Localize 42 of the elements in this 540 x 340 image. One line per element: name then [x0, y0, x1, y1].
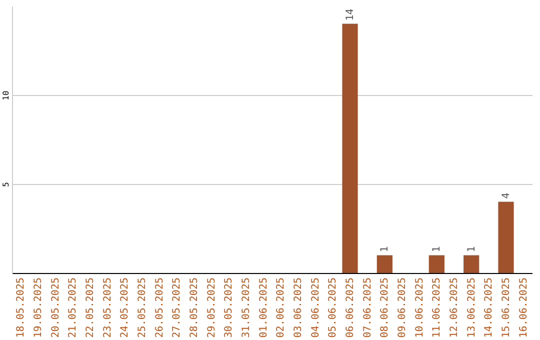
x-tick-label: 21.05.2025: [68, 278, 79, 338]
x-tick-label: 22.05.2025: [85, 278, 96, 338]
x-tick-label: 04.06.2025: [310, 278, 322, 338]
x-tick-label: 05.06.2025: [328, 278, 339, 338]
data-label: 4: [501, 192, 512, 199]
x-tick-label: 29.05.2025: [206, 278, 218, 338]
x-tick-label: 15.06.2025: [501, 278, 512, 338]
data-label: 1: [432, 246, 443, 252]
data-label: 14: [345, 8, 356, 21]
y-tick-label: 5: [2, 182, 10, 187]
x-tick-label: 31.05.2025: [241, 278, 252, 338]
data-label: 1: [466, 246, 478, 252]
x-tick-label: 18.05.2025: [16, 278, 27, 338]
bar: [498, 202, 514, 273]
x-tick-label: 01.06.2025: [258, 278, 270, 338]
x-tick-label: 02.06.2025: [276, 278, 287, 338]
x-tick-label: 27.05.2025: [172, 278, 183, 338]
x-tick-label: 20.05.2025: [50, 278, 62, 338]
x-tick-label: 11.06.2025: [432, 278, 443, 338]
x-tick-label: 28.05.2025: [189, 278, 200, 338]
bar: [428, 255, 444, 273]
bar: [464, 255, 480, 273]
x-tick-label: 16.06.2025: [518, 278, 530, 338]
x-tick-label: 03.06.2025: [293, 278, 304, 338]
bar: [342, 24, 358, 273]
x-tick-label: 06.06.2025: [345, 278, 356, 338]
x-tick-label: 25.05.2025: [137, 278, 148, 338]
x-tick-label: 30.05.2025: [224, 278, 235, 338]
x-tick-label: 24.05.2025: [120, 278, 131, 338]
x-tick-label: 14.06.2025: [484, 278, 495, 338]
bar: [376, 255, 392, 273]
x-tick-label: 09.06.2025: [397, 278, 408, 338]
x-tick-label: 23.05.2025: [102, 278, 114, 338]
x-tick-label: 19.05.2025: [33, 278, 44, 338]
x-tick-label: 08.06.2025: [380, 278, 391, 338]
x-tick-label: 26.05.2025: [154, 278, 166, 338]
y-tick-label: 10: [2, 90, 10, 100]
data-label: 1: [380, 246, 391, 252]
x-tick-label: 10.06.2025: [414, 278, 426, 338]
x-tick-label: 07.06.2025: [362, 278, 374, 338]
x-tick-label: 12.06.2025: [449, 278, 460, 338]
x-tick-label: 13.06.2025: [466, 278, 478, 338]
